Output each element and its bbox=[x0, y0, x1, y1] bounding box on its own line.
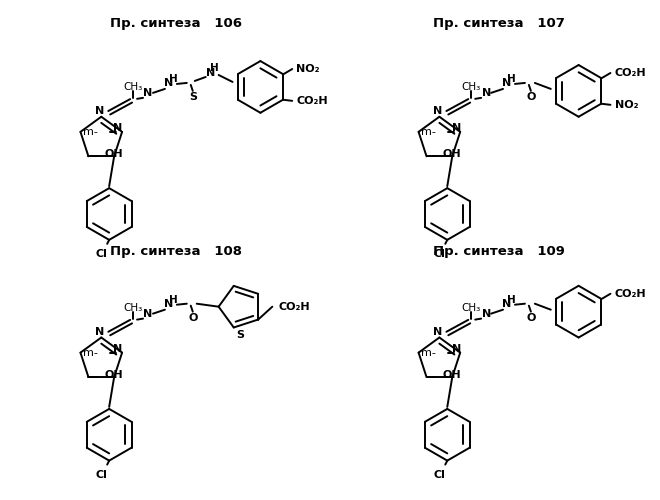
Text: Пр. синтеза   109: Пр. синтеза 109 bbox=[433, 246, 565, 258]
Text: N: N bbox=[164, 78, 174, 88]
Text: N: N bbox=[482, 88, 491, 98]
Text: N: N bbox=[143, 308, 152, 318]
Text: OH: OH bbox=[442, 150, 461, 160]
Text: Cl: Cl bbox=[95, 249, 107, 259]
Text: m-: m- bbox=[422, 127, 436, 137]
Text: N: N bbox=[502, 298, 512, 308]
Text: CH₃: CH₃ bbox=[461, 302, 481, 312]
Text: Cl: Cl bbox=[434, 470, 446, 480]
Text: Пр. синтеза   107: Пр. синтеза 107 bbox=[433, 17, 565, 30]
Text: CO₂H: CO₂H bbox=[614, 289, 646, 299]
Text: OH: OH bbox=[104, 150, 123, 160]
Text: N: N bbox=[433, 326, 442, 336]
Text: m-: m- bbox=[83, 127, 98, 137]
Text: N: N bbox=[502, 78, 512, 88]
Text: N: N bbox=[206, 68, 215, 78]
Text: S: S bbox=[189, 92, 197, 102]
Text: Cl: Cl bbox=[95, 470, 107, 480]
Text: m-: m- bbox=[422, 348, 436, 358]
Text: N: N bbox=[433, 106, 442, 116]
Text: H: H bbox=[507, 74, 515, 84]
Text: N: N bbox=[114, 344, 123, 353]
Text: N: N bbox=[94, 326, 104, 336]
Text: N: N bbox=[482, 308, 491, 318]
Text: Cl: Cl bbox=[434, 249, 446, 259]
Text: O: O bbox=[526, 92, 535, 102]
Text: OH: OH bbox=[442, 370, 461, 380]
Text: O: O bbox=[526, 312, 535, 322]
Text: N: N bbox=[164, 298, 174, 308]
Text: NO₂: NO₂ bbox=[614, 100, 638, 110]
Text: S: S bbox=[236, 330, 244, 340]
Text: N: N bbox=[143, 88, 152, 98]
Text: N: N bbox=[114, 123, 123, 133]
Text: CO₂H: CO₂H bbox=[614, 68, 646, 78]
Text: O: O bbox=[188, 312, 197, 322]
Text: Пр. синтеза   106: Пр. синтеза 106 bbox=[110, 17, 242, 30]
Text: m-: m- bbox=[83, 348, 98, 358]
Text: CO₂H: CO₂H bbox=[279, 302, 310, 312]
Text: Пр. синтеза   108: Пр. синтеза 108 bbox=[110, 246, 242, 258]
Text: H: H bbox=[168, 294, 178, 304]
Text: CH₃: CH₃ bbox=[123, 302, 143, 312]
Text: N: N bbox=[94, 106, 104, 116]
Text: N: N bbox=[451, 123, 461, 133]
Text: H: H bbox=[211, 63, 219, 73]
Text: H: H bbox=[507, 294, 515, 304]
Text: CH₃: CH₃ bbox=[123, 82, 143, 92]
Text: CH₃: CH₃ bbox=[461, 82, 481, 92]
Text: H: H bbox=[168, 74, 178, 84]
Text: NO₂: NO₂ bbox=[296, 64, 320, 74]
Text: OH: OH bbox=[104, 370, 123, 380]
Text: CO₂H: CO₂H bbox=[296, 96, 328, 106]
Text: N: N bbox=[451, 344, 461, 353]
